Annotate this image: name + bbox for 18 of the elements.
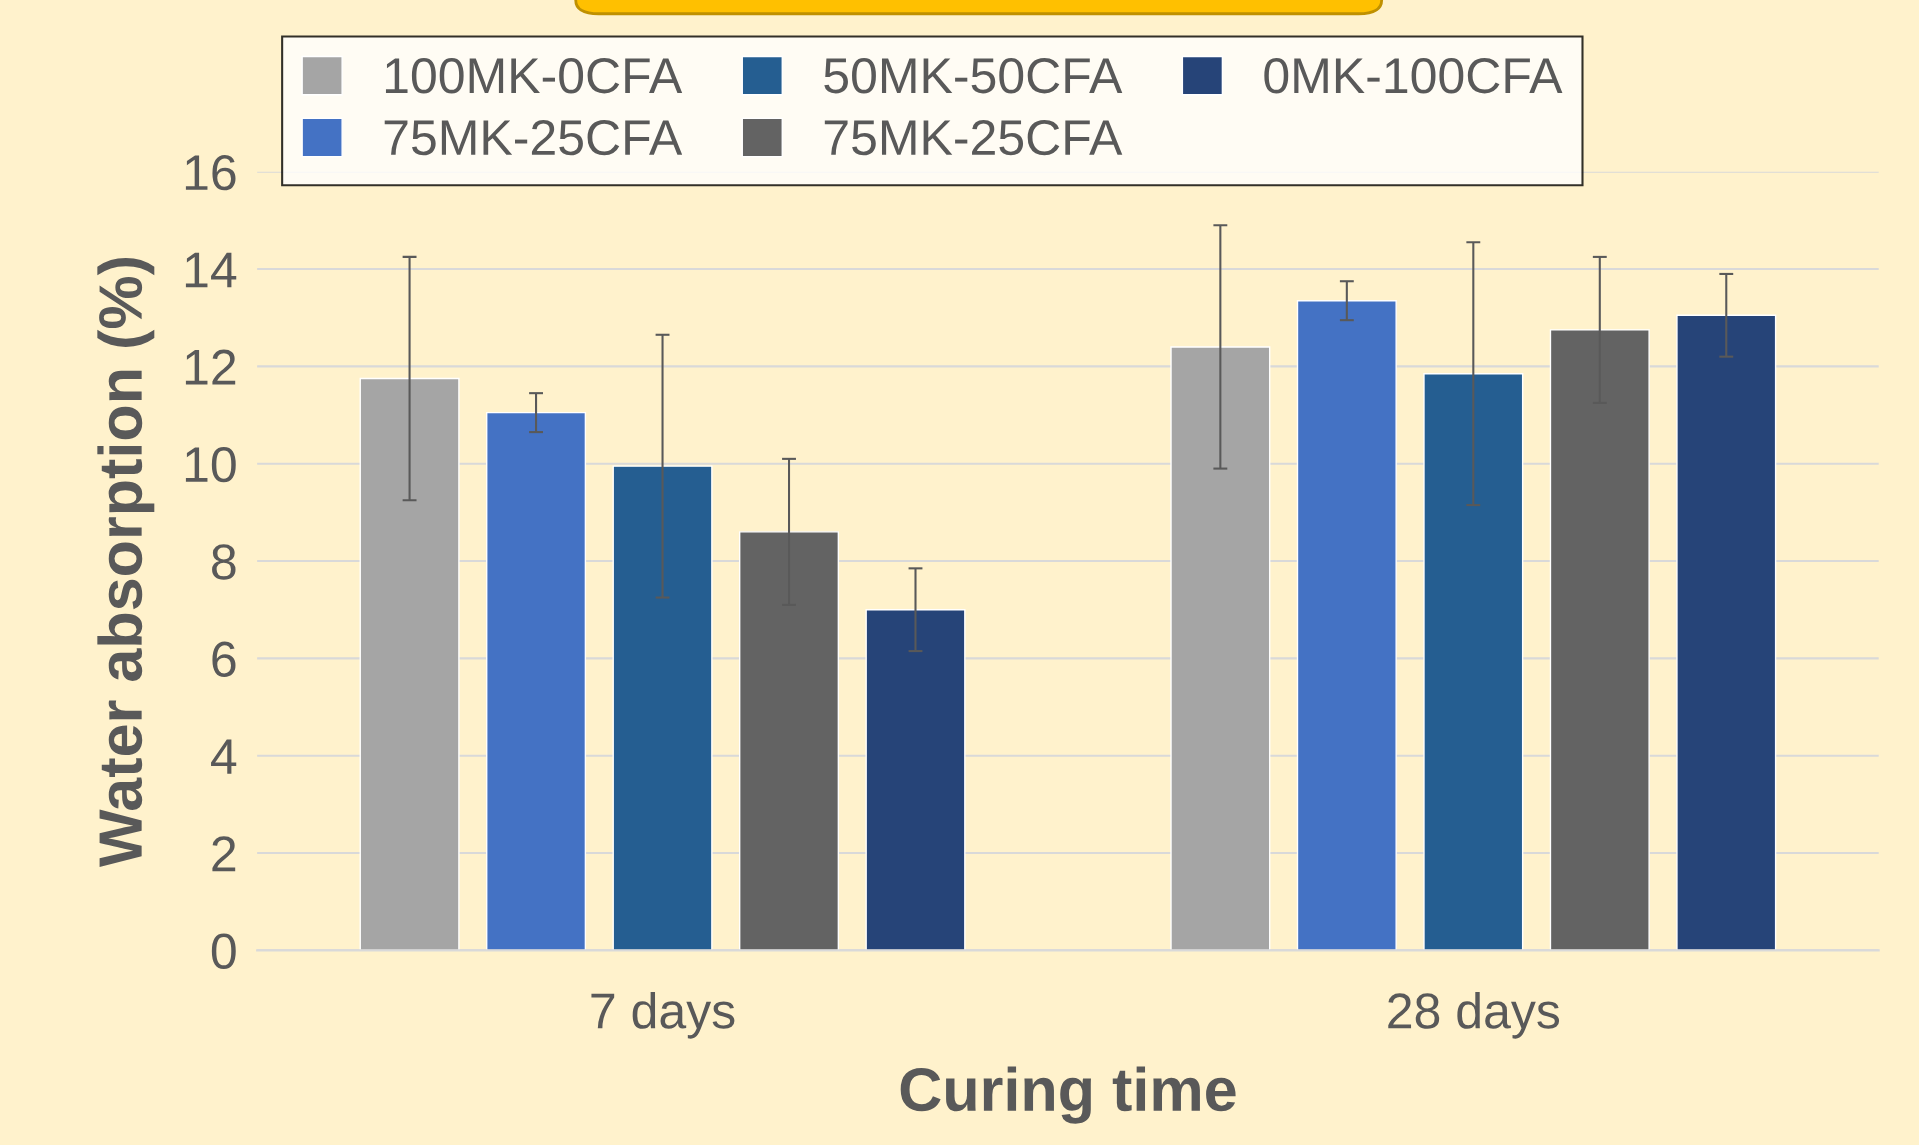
- legend-label: 0MK-100CFA: [1264, 58, 1563, 94]
- y-tick-label: 10: [185, 446, 236, 483]
- y-tick-label: 14: [185, 252, 237, 288]
- legend-label: 50MK-50CFA: [824, 58, 1123, 94]
- y-axis-title: Water absorption (%): [97, 257, 155, 868]
- y-tick-label: 0: [211, 933, 236, 969]
- y-tick-label: 16: [185, 154, 236, 191]
- x-tick-label: 28 days: [1388, 992, 1560, 1039]
- legend-label: 75MK-25CFA: [824, 119, 1123, 156]
- y-tick-label: 8: [212, 544, 236, 580]
- legend-label: 75MK-25CFA: [384, 119, 683, 156]
- y-tick-label: 12: [185, 349, 236, 385]
- legend-label: 100MK-0CFA: [385, 58, 683, 94]
- x-axis-title: Curing time: [900, 1066, 1236, 1124]
- x-tick-label: 7 days: [591, 992, 735, 1039]
- y-tick-label: 6: [212, 641, 236, 677]
- y-tick-label: 2: [212, 836, 236, 872]
- y-tick-label: 4: [211, 739, 237, 774]
